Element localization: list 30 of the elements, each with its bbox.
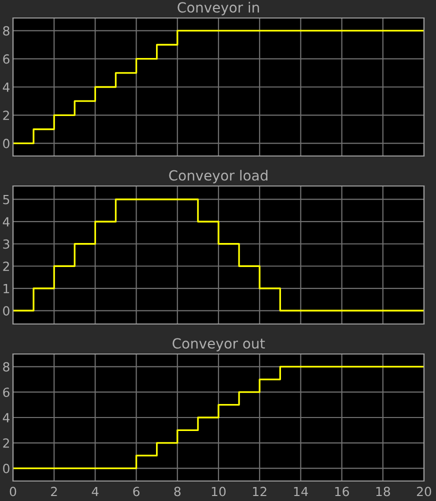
y-tick-label: 4	[2, 217, 10, 226]
chart-title: Conveyor load	[169, 170, 268, 184]
y-tick-label: 2	[3, 262, 9, 271]
y-tick-label: 0	[3, 306, 10, 316]
x-tick-label: 16	[335, 486, 349, 496]
x-tick-label: 6	[133, 486, 140, 496]
x-tick-label: 10	[212, 486, 226, 496]
y-tick-label: 1	[4, 284, 10, 294]
x-tick-label: 14	[294, 486, 308, 496]
y-tick-label: 2	[3, 438, 9, 448]
y-tick-label: 5	[3, 194, 10, 204]
x-tick-label: 20	[416, 486, 432, 496]
x-tick-label: 0	[10, 486, 16, 496]
y-tick-label: 8	[3, 26, 10, 36]
x-tick-label: 12	[253, 486, 266, 496]
x-tick-label: 4	[92, 486, 98, 496]
x-tick-label: 2	[51, 486, 57, 496]
y-tick-label: 4	[2, 413, 10, 422]
y-tick-label: 0	[3, 138, 10, 148]
y-tick-label: 6	[3, 54, 10, 64]
chart-title: Conveyor out	[172, 338, 265, 352]
y-tick-label: 6	[3, 388, 10, 398]
x-tick-label: 8	[174, 486, 181, 496]
y-tick-label: 8	[3, 362, 10, 372]
y-tick-label: 4	[2, 82, 10, 92]
y-tick-label: 3	[3, 239, 10, 249]
y-tick-label: 0	[3, 464, 10, 474]
chart-title: Conveyor in	[178, 2, 259, 16]
y-tick-label: 2	[3, 110, 9, 120]
x-tick-label: 18	[376, 486, 390, 496]
